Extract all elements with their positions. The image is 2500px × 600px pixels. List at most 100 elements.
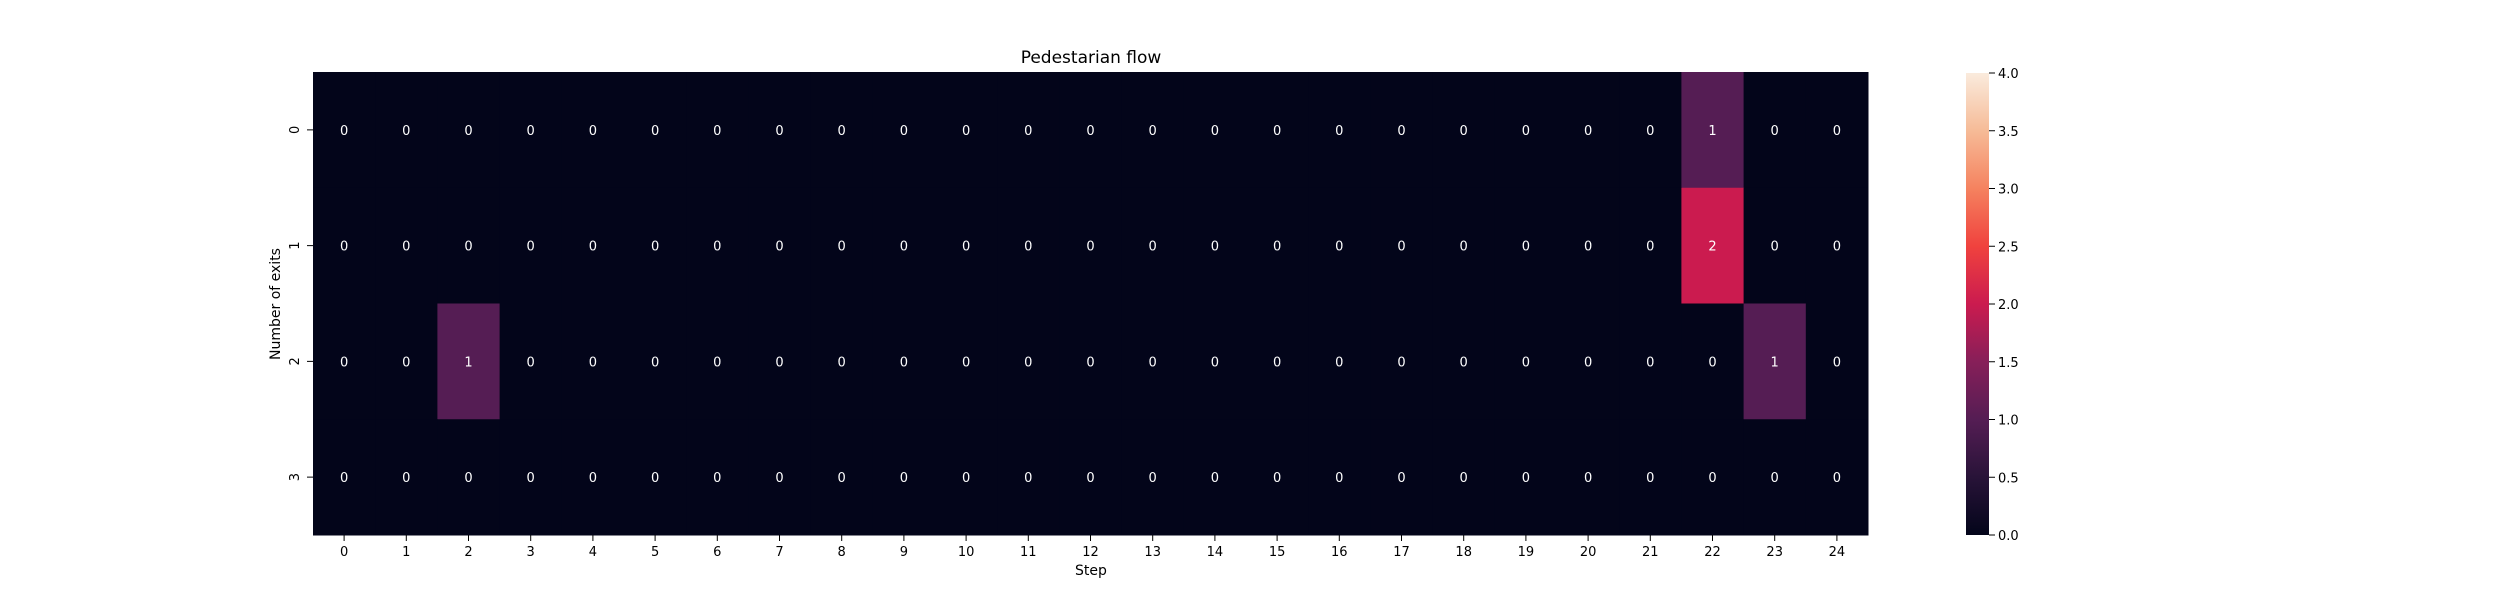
cell-value-label: 0	[651, 355, 659, 370]
heatmap-cell	[375, 419, 438, 536]
heatmap-cell	[1121, 72, 1185, 189]
heatmap-cell	[686, 303, 749, 420]
cell-value-label: 0	[713, 124, 721, 139]
cell-value-label: 0	[527, 240, 535, 255]
cell-value-label: 0	[589, 471, 597, 486]
heatmap-cell	[1743, 419, 1807, 536]
heatmap-cell	[748, 72, 812, 189]
colorbar-tick-label: 2.5	[1998, 240, 2019, 255]
cell-value-label: 0	[1397, 355, 1405, 370]
cell-value-label: 0	[402, 471, 410, 486]
heatmap-cell	[1432, 303, 1496, 420]
cell-value-label: 0	[775, 240, 783, 255]
cell-value-label: 0	[775, 124, 783, 139]
heatmap-cell	[561, 419, 625, 536]
heatmap-cell	[935, 303, 998, 420]
cell-value-label: 0	[589, 240, 597, 255]
heatmap-cell	[437, 419, 501, 536]
heatmap-cell	[1121, 419, 1185, 536]
heatmap-cell	[1681, 303, 1745, 420]
cell-value-label: 0	[589, 124, 597, 139]
cell-value-label: 0	[402, 240, 410, 255]
x-tick-label: 3	[527, 545, 535, 560]
heatmap-cell	[1494, 419, 1558, 536]
cell-value-label: 0	[1460, 124, 1468, 139]
heatmap-cell	[313, 72, 376, 189]
colorbar-tick-label: 1.5	[1998, 356, 2019, 371]
heatmap-cell	[1308, 419, 1371, 536]
heatmap-cell	[624, 419, 687, 536]
y-tick-label: 0	[288, 126, 303, 134]
heatmap-cell	[1121, 303, 1185, 420]
y-tick-label: 3	[288, 473, 303, 481]
y-axis-ticks: 0 1 2 3	[288, 126, 313, 481]
heatmap-cell	[1743, 72, 1807, 189]
cell-value-label: 1	[1708, 124, 1716, 139]
heatmap-cell	[1059, 303, 1123, 420]
heatmap-cell	[686, 72, 749, 189]
heatmap-cell	[1246, 303, 1309, 420]
heatmap-cells: 0 0 0 0 0 0 0 0 0 0 0 0 0 0 0 0 0 0 0 0 0 0 1 0 0 0 0 0 0 0 0 0 0 0 0 0 0 0 0 0…	[313, 72, 1869, 536]
cell-value-label: 0	[1771, 240, 1779, 255]
x-tick-label: 15	[1269, 545, 1286, 560]
x-tick-label: 24	[1829, 545, 1846, 560]
cell-value-label: 0	[1273, 355, 1281, 370]
cell-value-label: 0	[1397, 240, 1405, 255]
x-tick-label: 19	[1518, 545, 1535, 560]
cell-value-label: 0	[1397, 124, 1405, 139]
heatmap-cell	[437, 72, 501, 189]
cell-value-label: 0	[1024, 124, 1032, 139]
heatmap-cell	[499, 72, 563, 189]
heatmap-cell	[561, 187, 625, 304]
cell-value-label: 0	[1522, 355, 1530, 370]
colorbar-gradient	[1966, 73, 1989, 535]
heatmap-cell	[375, 72, 438, 189]
cell-value-label: 0	[1522, 124, 1530, 139]
heatmap-cell	[624, 72, 687, 189]
cell-value-label: 0	[402, 124, 410, 139]
cell-value-label: 0	[900, 471, 908, 486]
cell-value-label: 0	[1584, 124, 1592, 139]
cell-value-label: 0	[464, 471, 472, 486]
cell-value-label: 0	[1211, 124, 1219, 139]
heatmap-cell	[1557, 187, 1620, 304]
heatmap-cell	[1059, 419, 1123, 536]
cell-value-label: 0	[1335, 240, 1343, 255]
cell-value-label: 1	[1771, 355, 1779, 370]
heatmap-cell	[1681, 187, 1745, 304]
heatmap-cell	[810, 303, 874, 420]
cell-value-label: 1	[464, 355, 472, 370]
heatmap-cell	[313, 303, 376, 420]
cell-value-label: 0	[1708, 355, 1716, 370]
cell-value-label: 0	[527, 355, 535, 370]
heatmap-cell	[1183, 187, 1247, 304]
x-tick-label: 21	[1642, 545, 1659, 560]
x-tick-label: 13	[1144, 545, 1161, 560]
cell-value-label: 0	[713, 355, 721, 370]
cell-value-label: 0	[651, 124, 659, 139]
cell-value-label: 0	[1086, 124, 1094, 139]
cell-value-label: 0	[900, 355, 908, 370]
heatmap-cell	[1121, 187, 1185, 304]
heatmap-cell	[686, 187, 749, 304]
cell-value-label: 0	[775, 355, 783, 370]
heatmap-cell	[1681, 419, 1745, 536]
cell-value-label: 0	[1211, 471, 1219, 486]
cell-value-label: 0	[527, 124, 535, 139]
heatmap-cell	[1805, 419, 1869, 536]
heatmap-cell	[872, 187, 936, 304]
cell-value-label: 0	[1397, 471, 1405, 486]
cell-value-label: 0	[1273, 471, 1281, 486]
cell-value-label: 0	[651, 471, 659, 486]
heatmap-cell	[1557, 72, 1620, 189]
heatmap-cell	[997, 303, 1060, 420]
cell-value-label: 0	[340, 124, 348, 139]
cell-value-label: 0	[1460, 355, 1468, 370]
cell-value-label: 0	[962, 471, 970, 486]
heatmap-cell	[1494, 72, 1558, 189]
cell-value-label: 0	[1335, 124, 1343, 139]
x-tick-label: 2	[464, 545, 472, 560]
heatmap-cell	[1494, 187, 1558, 304]
heatmap-cell	[935, 187, 998, 304]
